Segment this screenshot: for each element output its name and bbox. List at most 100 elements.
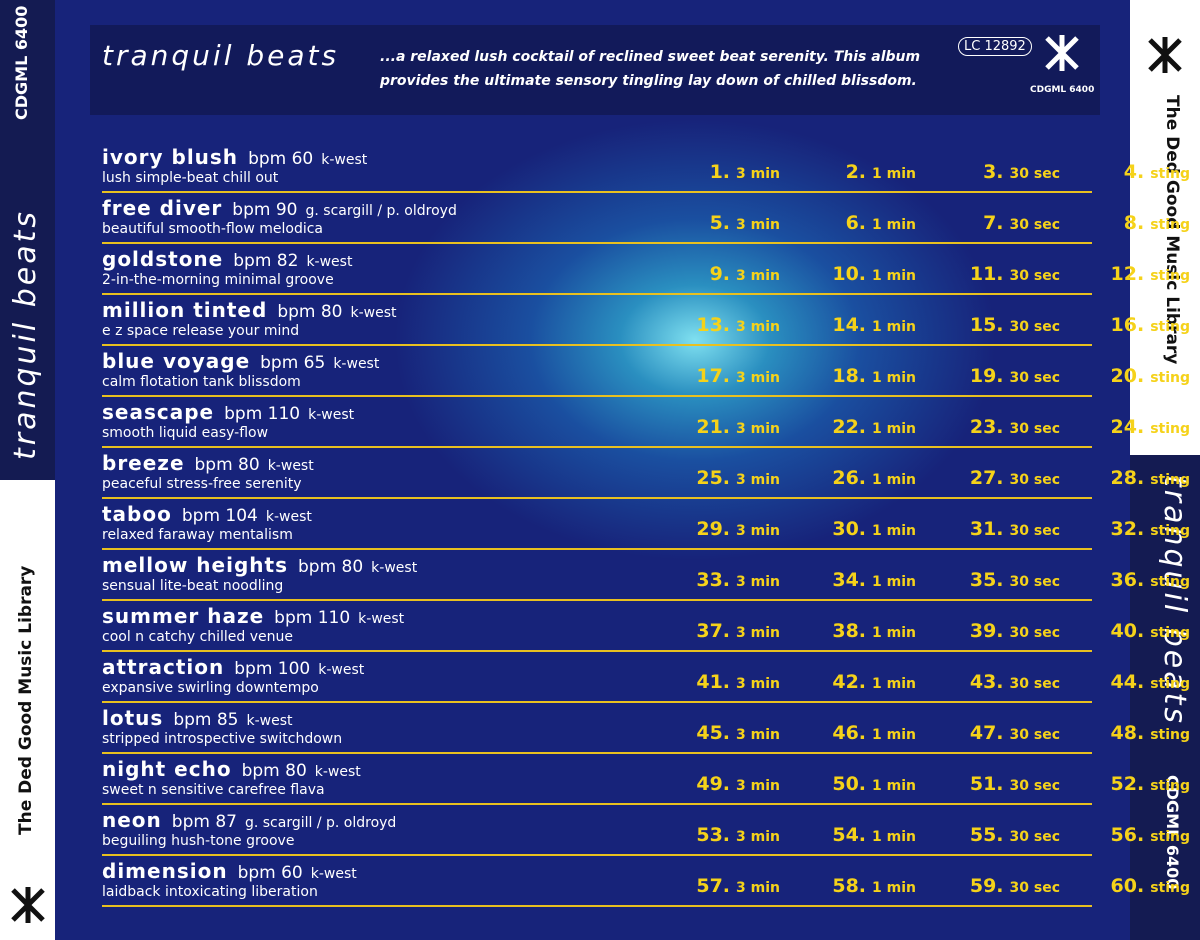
track-bpm: bpm 85 (173, 710, 239, 730)
version-number: 19. (969, 365, 1004, 387)
left-spine-title: tranquil beats (8, 208, 43, 460)
track-description: sweet n sensitive carefree flava (102, 782, 325, 798)
version-number: 4. (1123, 161, 1145, 183)
version-number: 31. (969, 518, 1004, 540)
track-bpm: bpm 80 (241, 761, 307, 781)
version-number: 54. (832, 824, 867, 846)
track-name: attraction (102, 655, 225, 679)
left-spine-catalog: CDGML 6400 (12, 5, 31, 120)
row-line (102, 905, 1092, 907)
row-line (102, 752, 1092, 754)
row-line (102, 293, 1092, 295)
version-number: 36. (1110, 569, 1145, 591)
header: tranquil beats ...a relaxed lush cocktai… (90, 25, 1100, 115)
version-number: 51. (969, 773, 1004, 795)
track-composer: k-west (333, 356, 380, 372)
row-line (102, 446, 1092, 448)
version-number: 39. (969, 620, 1004, 642)
version: 51. 30 sec (930, 773, 1060, 795)
version: 19. 30 sec (930, 365, 1060, 387)
version-number: 40. (1110, 620, 1145, 642)
track-composer: k-west (308, 407, 355, 423)
version: 33. 3 min (650, 569, 780, 591)
row-line (102, 191, 1092, 193)
lc-badge: LC 12892 (958, 37, 1032, 56)
version: 17. 3 min (650, 365, 780, 387)
version-length: 3 min (736, 319, 780, 335)
track-description: relaxed faraway mentalism (102, 527, 293, 543)
row-line (102, 395, 1092, 397)
track-composer: k-west (321, 152, 368, 168)
version-length: 1 min (872, 880, 916, 896)
version-number: 23. (969, 416, 1004, 438)
version-length: 3 min (736, 472, 780, 488)
version: 27. 30 sec (930, 467, 1060, 489)
version-number: 34. (832, 569, 867, 591)
version-length: 1 min (872, 217, 916, 233)
track-description: calm flotation tank blissdom (102, 374, 301, 390)
version-length: 30 sec (1009, 829, 1060, 845)
right-spine-top: The Ded Good Music Library (1130, 0, 1200, 455)
track-bpm: bpm 60 (248, 149, 314, 169)
left-spine-library: The Ded Good Music Library (16, 565, 36, 835)
version-number: 53. (696, 824, 731, 846)
version: 16. sting (1060, 314, 1190, 336)
version-length: 1 min (872, 268, 916, 284)
track-heading: free diver bpm 90 g. scargill / p. oldroyd (102, 196, 457, 220)
track-bpm: bpm 80 (277, 302, 343, 322)
version-number: 22. (832, 416, 867, 438)
version-length: 3 min (736, 421, 780, 437)
version-length: 3 min (736, 727, 780, 743)
track-name: million tinted (102, 298, 268, 322)
version-number: 43. (969, 671, 1004, 693)
version-number: 11. (969, 263, 1004, 285)
track-row: breeze bpm 80 k-west peaceful stress-free s… (102, 451, 1190, 501)
version: 6. 1 min (786, 212, 916, 234)
track-heading: blue voyage bpm 65 k-west (102, 349, 379, 373)
version-number: 13. (696, 314, 731, 336)
version-number: 50. (832, 773, 867, 795)
version-length: sting (1150, 523, 1190, 539)
version: 37. 3 min (650, 620, 780, 642)
track-row: free diver bpm 90 g. scargill / p. oldroyd… (102, 196, 1190, 246)
version-number: 46. (832, 722, 867, 744)
track-row: blue voyage bpm 65 k-west calm flotation ta… (102, 349, 1190, 399)
logo (1045, 35, 1079, 71)
track-description: expansive swirling downtempo (102, 680, 319, 696)
version-number: 41. (696, 671, 731, 693)
version: 53. 3 min (650, 824, 780, 846)
track-description: stripped introspective switchdown (102, 731, 343, 747)
track-name: free diver (102, 196, 223, 220)
version: 28. sting (1060, 467, 1190, 489)
track-heading: ivory blush bpm 60 k-west (102, 145, 367, 169)
version-length: 1 min (872, 370, 916, 386)
track-composer: k-west (314, 764, 361, 780)
version-number: 24. (1110, 416, 1145, 438)
version: 23. 30 sec (930, 416, 1060, 438)
version-number: 57. (696, 875, 731, 897)
track-bpm: bpm 110 (224, 404, 301, 424)
track-description: laidback intoxicating liberation (102, 884, 318, 900)
version: 20. sting (1060, 365, 1190, 387)
track-heading: breeze bpm 80 k-west (102, 451, 314, 475)
header-description: ...a relaxed lush cocktail of reclined s… (380, 49, 921, 89)
track-name: breeze (102, 451, 185, 475)
track-row: night echo bpm 80 k-west sweet n sensitive … (102, 757, 1190, 807)
version-number: 32. (1110, 518, 1145, 540)
version-length: 3 min (736, 676, 780, 692)
track-row: taboo bpm 104 k-west relaxed faraway mental… (102, 502, 1190, 552)
track-row: attraction bpm 100 k-west expansive swirlin… (102, 655, 1190, 705)
version-length: 1 min (872, 829, 916, 845)
version: 3. 30 sec (930, 161, 1060, 183)
version-length: 3 min (736, 217, 780, 233)
track-heading: lotus bpm 85 k-west (102, 706, 293, 730)
version-length: sting (1150, 421, 1190, 437)
version: 25. 3 min (650, 467, 780, 489)
version: 21. 3 min (650, 416, 780, 438)
track-row: neon bpm 87 g. scargill / p. oldroyd beguil… (102, 808, 1190, 858)
version-length: sting (1150, 727, 1190, 743)
track-composer: k-west (246, 713, 293, 729)
row-line (102, 548, 1092, 550)
row-line (102, 497, 1092, 499)
version: 57. 3 min (650, 875, 780, 897)
